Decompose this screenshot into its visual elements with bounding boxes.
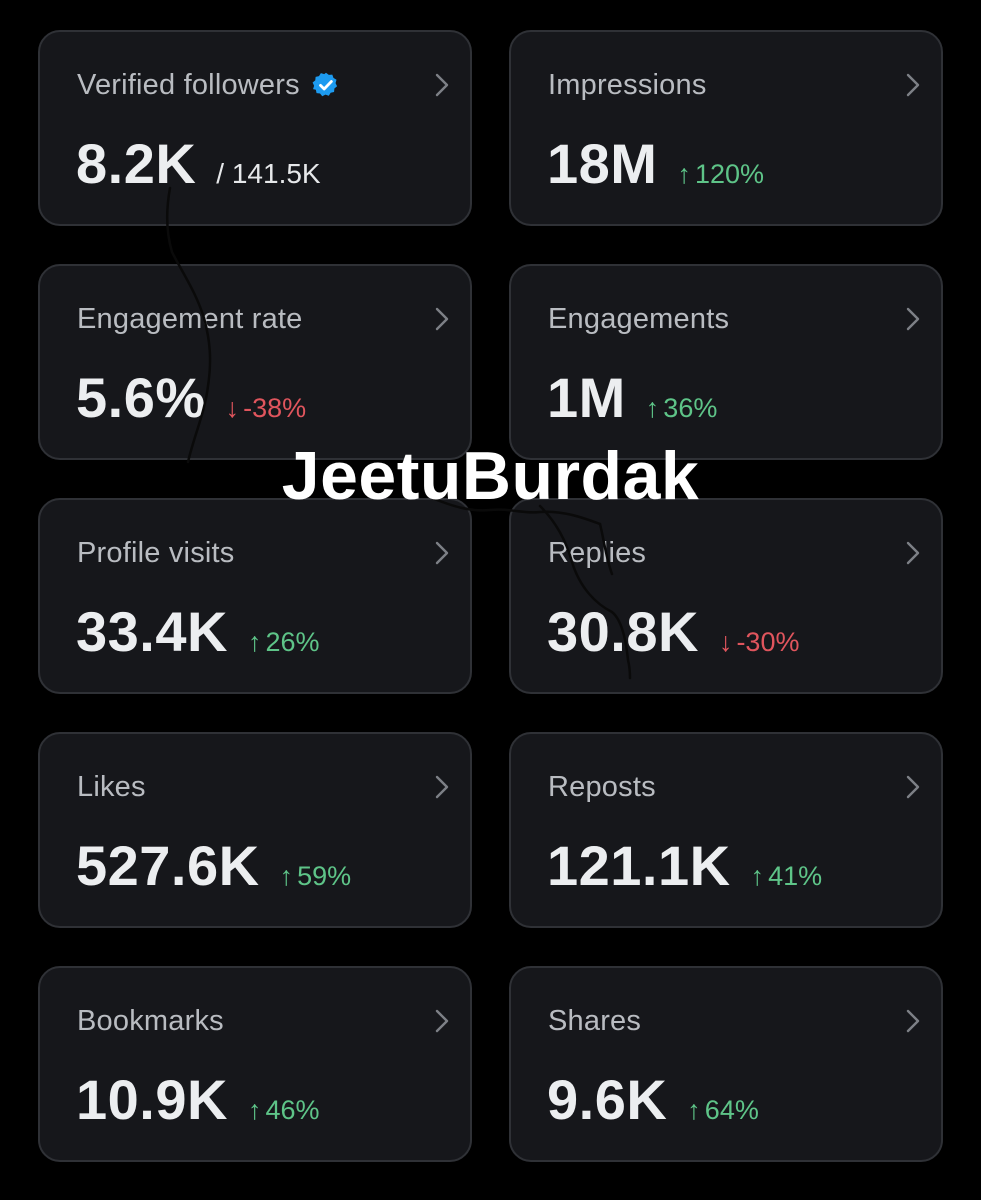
card-replies[interactable]: Replies 30.8K ↓ -30% xyxy=(509,498,943,694)
card-title: Bookmarks xyxy=(77,1004,224,1038)
metric-value: 527.6K xyxy=(76,834,260,897)
arrow-up-icon: ↑ xyxy=(750,861,765,891)
change-percent: 64% xyxy=(704,1095,759,1125)
metric-change: ↓ -38% xyxy=(226,393,307,424)
metric-change: ↓ -30% xyxy=(719,627,800,658)
card-title: Verified followers xyxy=(77,68,340,102)
card-engagement-rate[interactable]: Engagement rate 5.6% ↓ -38% xyxy=(38,264,472,460)
card-bookmarks[interactable]: Bookmarks 10.9K ↑ 46% xyxy=(38,966,472,1162)
change-percent: 120% xyxy=(694,159,764,189)
chevron-right-icon xyxy=(435,1009,449,1033)
change-percent: 26% xyxy=(265,627,320,657)
chevron-right-icon xyxy=(435,775,449,799)
value-row: 1M ↑ 36% xyxy=(547,366,717,430)
card-engagements[interactable]: Engagements 1M ↑ 36% xyxy=(509,264,943,460)
card-title-text: Likes xyxy=(77,771,146,803)
arrow-up-icon: ↑ xyxy=(247,1095,262,1125)
card-title: Shares xyxy=(548,1004,641,1038)
value-row: 10.9K ↑ 46% xyxy=(76,1068,319,1132)
card-title-text: Bookmarks xyxy=(77,1005,224,1037)
metric-change: ↑ 41% xyxy=(751,861,823,892)
metric-change: ↑ 120% xyxy=(677,159,764,190)
card-reposts[interactable]: Reposts 121.1K ↑ 41% xyxy=(509,732,943,928)
chevron-right-icon xyxy=(906,541,920,565)
card-title-text: Reposts xyxy=(548,771,656,803)
card-profile-visits[interactable]: Profile visits 33.4K ↑ 26% xyxy=(38,498,472,694)
card-title: Impressions xyxy=(548,68,707,102)
arrow-up-icon: ↑ xyxy=(247,627,262,657)
arrow-up-icon: ↑ xyxy=(279,861,294,891)
value-row: 33.4K ↑ 26% xyxy=(76,600,319,664)
change-percent: 46% xyxy=(265,1095,320,1125)
card-title-text: Verified followers xyxy=(77,69,300,101)
card-title-text: Profile visits xyxy=(77,537,235,569)
value-row: 30.8K ↓ -30% xyxy=(547,600,799,664)
metric-value: 30.8K xyxy=(547,600,699,663)
metric-change: ↑ 36% xyxy=(646,393,718,424)
card-title: Profile visits xyxy=(77,536,235,570)
chevron-right-icon xyxy=(906,1009,920,1033)
analytics-grid: Verified followers 8.2K / 141.5K Impress… xyxy=(38,30,943,1162)
change-percent: -38% xyxy=(243,393,307,423)
card-title: Reposts xyxy=(548,770,656,804)
arrow-up-icon: ↑ xyxy=(645,393,660,423)
arrow-down-icon: ↓ xyxy=(718,627,733,657)
card-impressions[interactable]: Impressions 18M ↑ 120% xyxy=(509,30,943,226)
metric-value: 8.2K xyxy=(76,132,197,195)
card-title-text: Engagements xyxy=(548,303,730,335)
metric-value: 1M xyxy=(547,366,626,429)
change-percent: 41% xyxy=(768,861,823,891)
change-percent: 36% xyxy=(663,393,718,423)
metric-change: ↑ 64% xyxy=(687,1095,759,1126)
metric-value: 121.1K xyxy=(547,834,731,897)
metric-change: ↑ 26% xyxy=(248,627,320,658)
card-title: Engagements xyxy=(548,302,729,336)
card-shares[interactable]: Shares 9.6K ↑ 64% xyxy=(509,966,943,1162)
metric-value: 18M xyxy=(547,132,658,195)
value-row: 8.2K / 141.5K xyxy=(76,132,321,196)
arrow-up-icon: ↑ xyxy=(677,159,691,189)
metric-value: 33.4K xyxy=(76,600,228,663)
card-title-text: Engagement rate xyxy=(77,303,303,335)
card-title-text: Impressions xyxy=(548,69,707,101)
card-likes[interactable]: Likes 527.6K ↑ 59% xyxy=(38,732,472,928)
change-percent: -30% xyxy=(736,627,800,657)
arrow-up-icon: ↑ xyxy=(687,1095,701,1125)
card-title-text: Shares xyxy=(548,1005,642,1037)
card-title-text: Replies xyxy=(548,537,647,569)
chevron-right-icon xyxy=(435,541,449,565)
metric-value: 9.6K xyxy=(547,1068,668,1131)
card-title: Engagement rate xyxy=(77,302,302,336)
card-title: Replies xyxy=(548,536,646,570)
metric-total: / 141.5K xyxy=(216,158,321,189)
chevron-right-icon xyxy=(906,775,920,799)
metric-value: 5.6% xyxy=(76,366,206,429)
verified-badge-icon xyxy=(312,71,340,99)
metric-value: 10.9K xyxy=(76,1068,228,1131)
metric-change: ↑ 59% xyxy=(280,861,352,892)
value-row: 9.6K ↑ 64% xyxy=(547,1068,759,1132)
value-row: 18M ↑ 120% xyxy=(547,132,764,196)
card-verified-followers[interactable]: Verified followers 8.2K / 141.5K xyxy=(38,30,472,226)
value-row: 121.1K ↑ 41% xyxy=(547,834,822,898)
chevron-right-icon xyxy=(435,73,449,97)
value-row: 527.6K ↑ 59% xyxy=(76,834,351,898)
change-percent: 59% xyxy=(297,861,352,891)
metric-change: ↑ 46% xyxy=(248,1095,320,1126)
chevron-right-icon xyxy=(906,73,920,97)
chevron-right-icon xyxy=(906,307,920,331)
card-title: Likes xyxy=(77,770,146,804)
value-row: 5.6% ↓ -38% xyxy=(76,366,306,430)
chevron-right-icon xyxy=(435,307,449,331)
arrow-down-icon: ↓ xyxy=(225,393,240,423)
